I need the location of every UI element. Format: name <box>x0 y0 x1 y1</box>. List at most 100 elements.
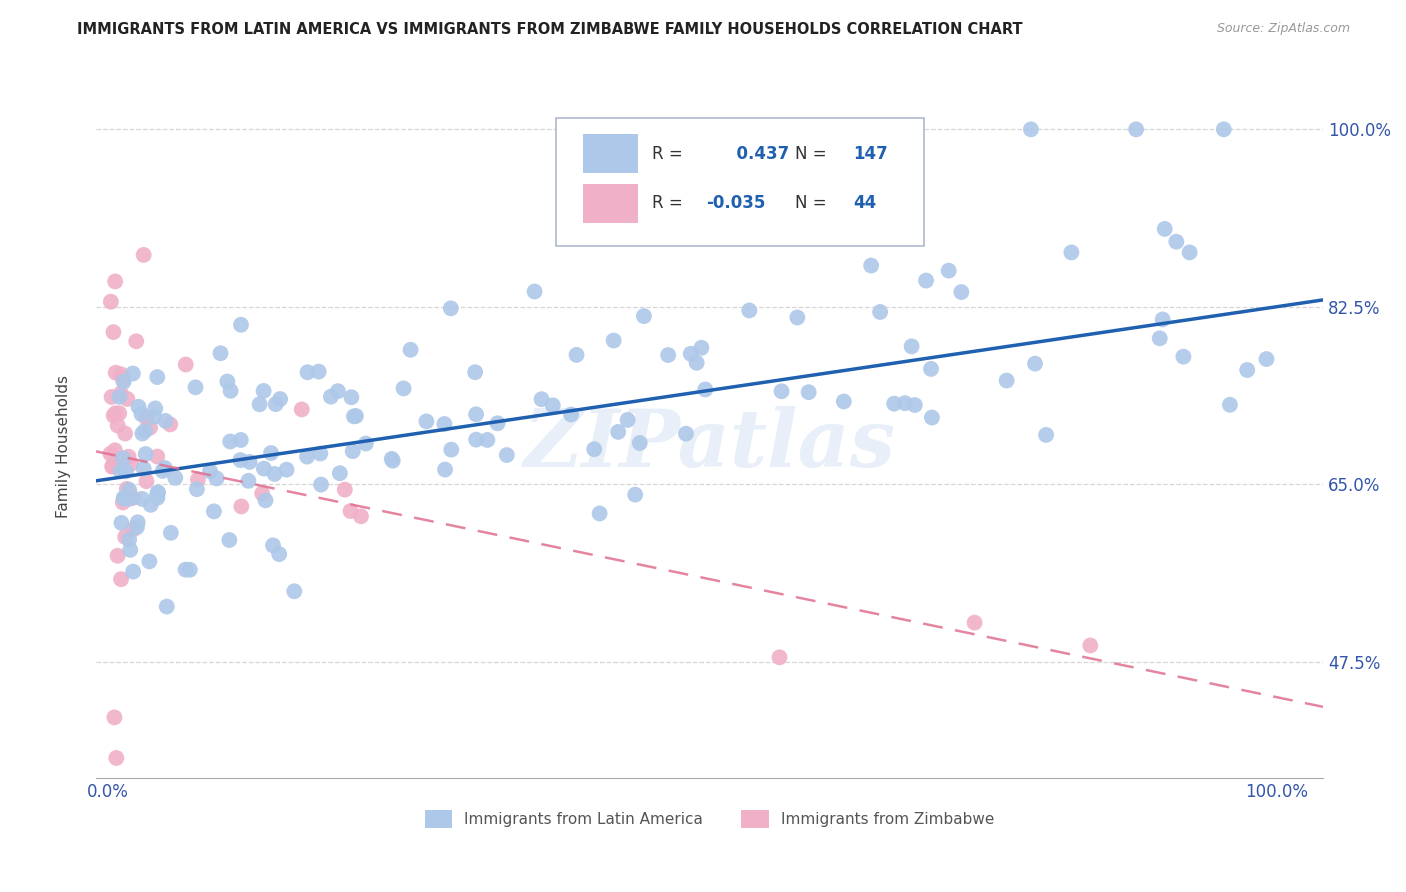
Point <box>440 442 463 457</box>
Text: ZIPatlas: ZIPatlas <box>523 406 896 483</box>
Point <box>152 464 174 478</box>
Point <box>900 339 922 353</box>
Point <box>219 434 242 449</box>
Point <box>104 443 127 458</box>
Point <box>110 464 132 478</box>
Point <box>339 504 361 518</box>
Point <box>1236 363 1258 377</box>
Text: Source: ZipAtlas.com: Source: ZipAtlas.com <box>1216 22 1350 36</box>
Point <box>125 520 148 534</box>
Text: 0.437: 0.437 <box>725 145 790 162</box>
Point <box>477 433 499 447</box>
Point <box>104 275 127 289</box>
Point <box>103 710 125 724</box>
Point <box>1166 235 1188 249</box>
Point <box>309 477 332 491</box>
Point <box>111 451 134 466</box>
Point <box>187 472 209 486</box>
Point <box>110 572 132 586</box>
Point <box>530 392 553 407</box>
Point <box>633 309 655 323</box>
Legend: Immigrants from Latin America, Immigrants from Zimbabwe: Immigrants from Latin America, Immigrant… <box>419 804 1001 834</box>
Point <box>1219 398 1241 412</box>
Point <box>219 384 242 398</box>
Point <box>218 533 240 547</box>
Point <box>920 362 942 376</box>
Point <box>174 563 197 577</box>
Point <box>657 348 679 362</box>
Point <box>440 301 463 316</box>
Point <box>120 457 142 471</box>
Point <box>860 259 883 273</box>
Text: IMMIGRANTS FROM LATIN AMERICA VS IMMIGRANTS FROM ZIMBABWE FAMILY HOUSEHOLDS CORR: IMMIGRANTS FROM LATIN AMERICA VS IMMIGRA… <box>77 22 1024 37</box>
Point <box>174 358 197 372</box>
Point <box>155 414 177 428</box>
Point <box>125 334 148 349</box>
Point <box>229 453 252 467</box>
Point <box>832 394 855 409</box>
Point <box>1212 122 1234 136</box>
Point <box>695 383 717 397</box>
Point <box>111 495 134 509</box>
Point <box>139 420 162 434</box>
Point <box>229 318 252 332</box>
Point <box>1256 351 1278 366</box>
Point <box>921 410 943 425</box>
Point <box>159 417 181 432</box>
Point <box>186 482 208 496</box>
Point <box>146 370 169 384</box>
Point <box>143 409 166 424</box>
Point <box>112 373 135 387</box>
Point <box>146 485 169 500</box>
Point <box>107 418 129 433</box>
Point <box>1149 331 1171 345</box>
Point <box>115 464 138 478</box>
Point <box>1152 312 1174 326</box>
Point <box>127 400 149 414</box>
Point <box>229 433 252 447</box>
Text: R =: R = <box>652 145 682 162</box>
Point <box>103 457 125 471</box>
Point <box>101 458 124 473</box>
Point <box>114 426 136 441</box>
Point <box>132 248 155 262</box>
Point <box>607 425 630 439</box>
Point <box>894 396 917 410</box>
Point <box>134 424 156 438</box>
Point <box>110 516 132 530</box>
Point <box>381 451 404 466</box>
Point <box>738 303 761 318</box>
Point <box>433 417 456 431</box>
Point <box>1060 245 1083 260</box>
Point <box>690 341 713 355</box>
Point <box>938 263 960 277</box>
Point <box>326 384 349 399</box>
Point <box>264 397 287 411</box>
Point <box>309 446 332 460</box>
Point <box>122 367 145 381</box>
Point <box>797 385 820 400</box>
Point <box>342 444 364 458</box>
Point <box>105 751 128 765</box>
Point <box>104 366 127 380</box>
Point <box>205 471 228 485</box>
Point <box>254 493 277 508</box>
Point <box>112 491 135 505</box>
Point <box>108 406 131 420</box>
Point <box>616 413 638 427</box>
Point <box>434 462 457 476</box>
Point <box>127 515 149 529</box>
Point <box>250 486 273 500</box>
Point <box>291 402 314 417</box>
Point <box>100 447 122 461</box>
Point <box>297 365 319 379</box>
Point <box>869 305 891 319</box>
Point <box>131 426 153 441</box>
Point <box>135 474 157 488</box>
Point <box>108 458 131 473</box>
Point <box>117 392 139 406</box>
Point <box>1125 122 1147 136</box>
Point <box>146 488 169 502</box>
Text: N =: N = <box>796 194 827 212</box>
Point <box>768 650 790 665</box>
